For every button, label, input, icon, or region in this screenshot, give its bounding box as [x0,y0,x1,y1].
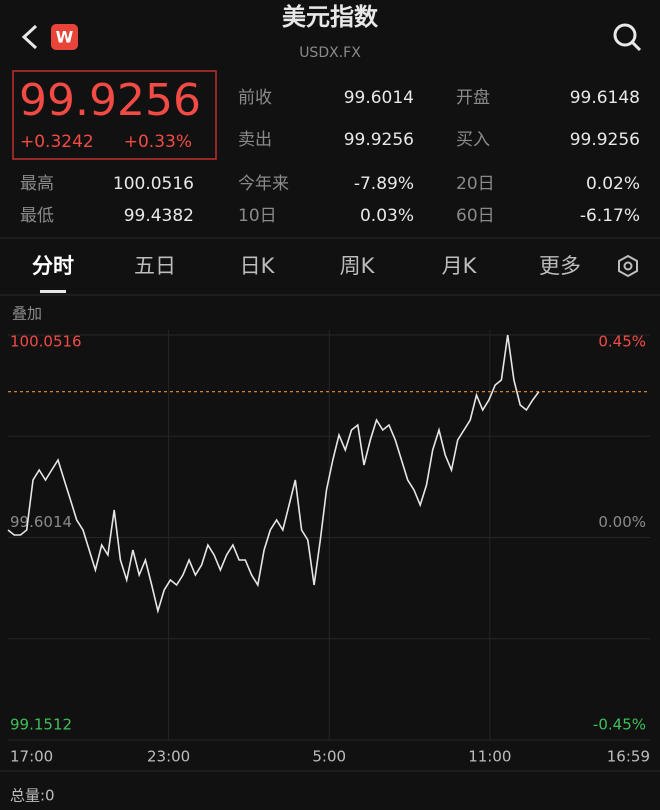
y-tick-label: 99.6014 [10,513,72,531]
stat-label: 开盘 [456,88,490,108]
stat-value: 99.6148 [570,88,640,108]
stat-label: 最高 [20,174,54,194]
stat-value: -7.89% [354,174,414,194]
x-tick-label: 17:00 [10,748,53,766]
stat-value: 99.9256 [344,130,414,150]
stat-label: 前收 [238,88,272,108]
settings-button[interactable] [618,254,638,278]
tab-underline [40,290,66,293]
stat-label: 60日 [456,206,495,226]
stat-label: 20日 [456,174,495,194]
price-line [7,334,540,614]
stat-label: 最低 [20,206,54,226]
settings-icon [618,254,638,278]
stat-label: 今年来 [238,174,289,194]
search-icon-handle [630,40,642,52]
page-subtitle: USDX.FX [299,45,361,61]
stat-value: -6.17% [580,206,640,226]
tab[interactable]: 月K [442,254,478,278]
y2-tick-label: 0.00% [598,513,646,531]
search-button[interactable] [613,23,642,52]
tab[interactable]: 更多 [539,254,581,278]
x-tick-label: 5:00 [312,748,346,766]
tab[interactable]: 分时 [32,254,74,278]
x-tick-label: 11:00 [468,748,511,766]
stat-value: 99.6014 [344,88,414,108]
change: +0.3242 [20,132,94,152]
stat-label: 买入 [456,130,490,150]
app-icon[interactable] [51,24,78,50]
intraday-chart: 100.0516 99.6014 99.1512 0.45% 0.00% -0.45% 17… [7,330,650,766]
stat-value: 0.02% [586,174,640,194]
y-tick-label: 99.1512 [10,716,72,734]
stat-value: 99.4382 [124,206,194,226]
price: 99.9256 [19,75,201,126]
change-pct: +0.33% [124,132,192,152]
app-icon-glyph: W [56,28,74,47]
tab[interactable]: 日K [240,254,276,278]
settings-icon-dot [623,261,633,271]
stat-label: 卖出 [238,130,272,150]
y2-tick-label: 0.45% [598,333,646,351]
stat-value: 0.03% [360,206,414,226]
stat-value: 100.0516 [113,174,194,194]
quote-box [12,70,217,160]
x-tick-label: 16:59 [607,748,650,766]
tab[interactable]: 周K [340,254,376,278]
tab[interactable]: 五日 [134,254,176,278]
page-title: 美元指数 [282,3,379,31]
stat-label: 10日 [238,206,277,226]
volume-label: 总量:0 [10,787,55,805]
overlay-button[interactable]: 叠加 [12,305,42,323]
back-button[interactable] [21,24,38,50]
x-tick-label: 23:00 [147,748,190,766]
y-tick-label: 100.0516 [10,333,82,351]
search-icon [613,23,637,47]
y2-tick-label: -0.45% [593,716,646,734]
stat-value: 99.9256 [570,130,640,150]
